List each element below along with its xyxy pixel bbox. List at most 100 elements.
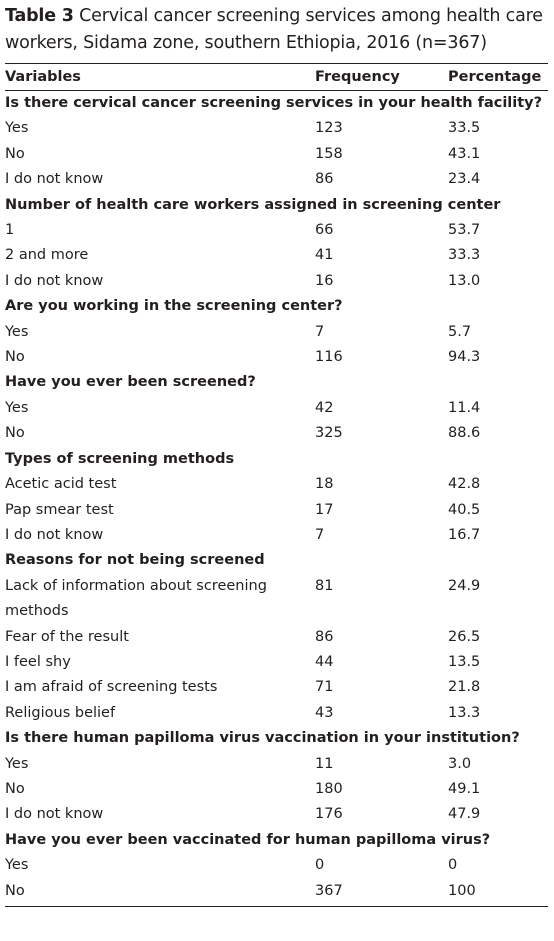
cell-frequency: 18 xyxy=(315,476,334,493)
cell-frequency: 42 xyxy=(315,399,334,416)
cell-percentage: 3.0 xyxy=(448,755,472,772)
cell-variable: I am afraid of screening tests xyxy=(5,679,218,696)
section-heading: Types of screening methods xyxy=(5,450,235,467)
cell-variable: No xyxy=(5,780,25,797)
table-row: No 325 88.6 xyxy=(5,421,548,446)
table-row: No 116 94.3 xyxy=(5,345,548,370)
cell-percentage: 88.6 xyxy=(448,425,481,442)
cell-percentage: 100 xyxy=(448,882,476,899)
table-caption: Table 3 Cervical cancer screening servic… xyxy=(5,3,548,57)
header-percentage: Percentage xyxy=(448,69,542,85)
cell-variable: Yes xyxy=(5,857,29,874)
table-row: No 367 100 xyxy=(5,879,548,904)
cell-frequency: 44 xyxy=(315,653,334,670)
cell-percentage: 33.3 xyxy=(448,247,481,264)
table-row: Yes 42 11.4 xyxy=(5,396,548,421)
cell-frequency: 16 xyxy=(315,272,334,289)
cell-percentage: 13.5 xyxy=(448,653,481,670)
cell-variable: Religious belief xyxy=(5,704,116,721)
cell-percentage: 13.3 xyxy=(448,704,481,721)
header-variables: Variables xyxy=(5,69,81,85)
table-row: Pap smear test 17 40.5 xyxy=(5,498,548,523)
header-frequency: Frequency xyxy=(315,69,400,85)
cell-variable: No xyxy=(5,882,25,899)
cell-variable: Yes xyxy=(5,323,29,340)
table-row: I am afraid of screening tests 71 21.8 xyxy=(5,675,548,700)
cell-percentage: 53.7 xyxy=(448,222,481,239)
cell-frequency: 180 xyxy=(315,780,343,797)
table-row: Fear of the result 86 26.5 xyxy=(5,625,548,650)
table-label: Table 3 xyxy=(5,6,74,26)
cell-percentage: 47.9 xyxy=(448,806,481,823)
cell-frequency: 116 xyxy=(315,349,343,366)
table-row: 1 66 53.7 xyxy=(5,218,548,243)
cell-frequency: 86 xyxy=(315,628,334,645)
cell-percentage: 40.5 xyxy=(448,501,481,518)
cell-frequency: 7 xyxy=(315,323,325,340)
cell-variable: Yes xyxy=(5,399,29,416)
table-row: 2 and more 41 33.3 xyxy=(5,243,548,268)
table-row: I do not know 86 23.4 xyxy=(5,167,548,192)
table-body: Is there cervical cancer screening servi… xyxy=(5,91,548,904)
cell-percentage: 21.8 xyxy=(448,679,481,696)
cell-frequency: 41 xyxy=(315,247,334,264)
section-heading: Reasons for not being screened xyxy=(5,552,265,569)
cell-variable: Yes xyxy=(5,120,29,137)
table-row: Yes 7 5.7 xyxy=(5,320,548,345)
table-row: Yes 123 33.5 xyxy=(5,116,548,141)
cell-variable: I do not know xyxy=(5,171,104,188)
table-row: I do not know 176 47.9 xyxy=(5,802,548,827)
cell-variable: Yes xyxy=(5,755,29,772)
table-container: Table 3 Cervical cancer screening servic… xyxy=(0,3,554,907)
cell-percentage: 42.8 xyxy=(448,476,481,493)
bottom-rule xyxy=(5,906,548,907)
cell-percentage: 11.4 xyxy=(448,399,481,416)
cell-percentage: 33.5 xyxy=(448,120,481,137)
cell-variable: 1 xyxy=(5,222,15,239)
cell-frequency: 43 xyxy=(315,704,334,721)
cell-frequency: 81 xyxy=(315,577,334,594)
cell-percentage: 13.0 xyxy=(448,272,481,289)
table-row: I feel shy 44 13.5 xyxy=(5,650,548,675)
cell-percentage: 49.1 xyxy=(448,780,481,797)
cell-percentage: 16.7 xyxy=(448,526,481,543)
table-row: No 158 43.1 xyxy=(5,142,548,167)
cell-variable: I do not know xyxy=(5,272,104,289)
cell-percentage: 94.3 xyxy=(448,349,481,366)
cell-frequency: 176 xyxy=(315,806,343,823)
cell-variable: No xyxy=(5,349,25,366)
table-row: I do not know 7 16.7 xyxy=(5,523,548,548)
cell-percentage: 26.5 xyxy=(448,628,481,645)
top-rule xyxy=(5,63,548,64)
cell-percentage: 0 xyxy=(448,857,458,874)
cell-frequency: 367 xyxy=(315,882,343,899)
table-row: Acetic acid test 18 42.8 xyxy=(5,472,548,497)
table-row: Religious belief 43 13.3 xyxy=(5,701,548,726)
cell-variable: I do not know xyxy=(5,526,104,543)
cell-percentage: 23.4 xyxy=(448,171,481,188)
cell-frequency: 11 xyxy=(315,755,334,772)
cell-variable: Pap smear test xyxy=(5,501,114,518)
cell-frequency: 66 xyxy=(315,222,334,239)
cell-frequency: 86 xyxy=(315,171,334,188)
cell-variable: No xyxy=(5,425,25,442)
cell-percentage: 24.9 xyxy=(448,577,481,594)
table-row: I do not know 16 13.0 xyxy=(5,269,548,294)
cell-variable: I feel shy xyxy=(5,653,71,670)
cell-frequency: 71 xyxy=(315,679,334,696)
cell-frequency: 7 xyxy=(315,526,325,543)
cell-frequency: 0 xyxy=(315,857,325,874)
cell-frequency: 123 xyxy=(315,120,343,137)
table-row: Lack of information about screening meth… xyxy=(5,574,548,625)
cell-variable: Lack of information about screening meth… xyxy=(5,577,267,620)
cell-percentage: 43.1 xyxy=(448,145,481,162)
section-heading: Are you working in the screening center? xyxy=(5,298,343,315)
cell-variable: I do not know xyxy=(5,806,104,823)
table-header: Variables Frequency Percentage xyxy=(5,64,548,90)
table-row: Yes 0 0 xyxy=(5,853,548,878)
cell-variable: No xyxy=(5,145,25,162)
section-heading: Have you ever been screened? xyxy=(5,374,256,391)
section-heading: Number of health care workers assigned i… xyxy=(5,196,501,213)
table-caption-text: Cervical cancer screening services among… xyxy=(5,6,543,53)
cell-variable: Acetic acid test xyxy=(5,476,117,493)
